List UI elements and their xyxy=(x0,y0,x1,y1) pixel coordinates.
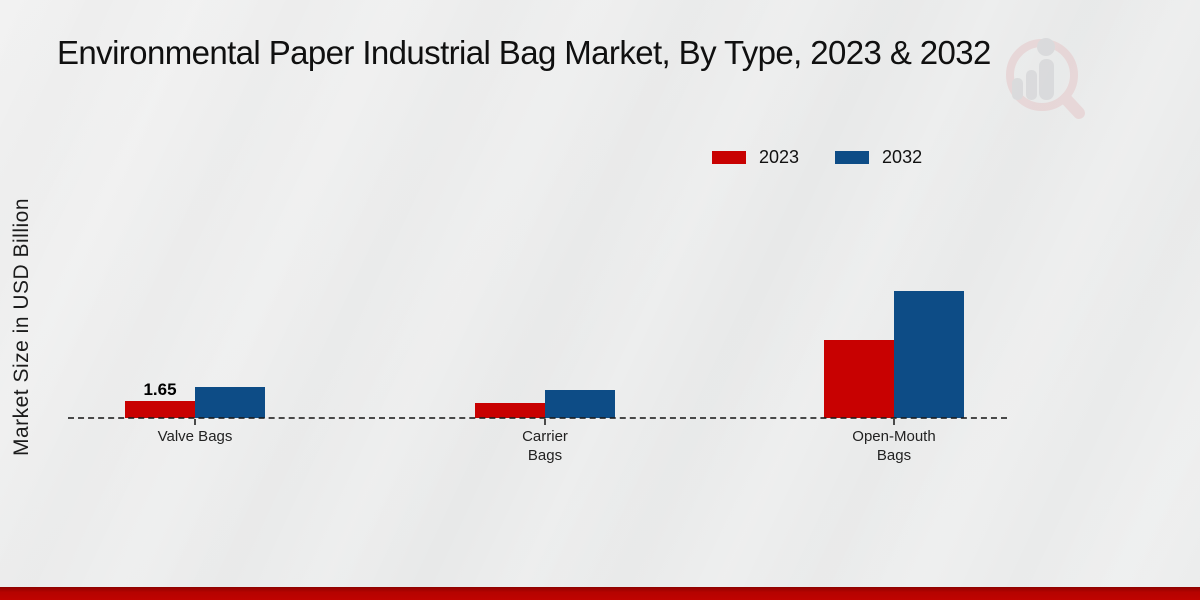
legend-swatch-2023 xyxy=(712,151,746,164)
bar-2032-open-mouth-bags xyxy=(894,291,964,418)
category-label-open-mouth-bags: Open-Mouth Bags xyxy=(784,427,1004,465)
category-label-line: Open-Mouth xyxy=(852,428,936,445)
x-axis-tick-carrier-bags xyxy=(544,419,546,425)
legend-swatch-2032 xyxy=(835,151,870,164)
bar-2023-carrier-bags xyxy=(475,403,545,418)
bar-2032-carrier-bags xyxy=(545,390,615,418)
category-label-valve-bags: Valve Bags xyxy=(85,427,305,446)
bar-value-label: 1.65 xyxy=(143,380,177,399)
legend-item-2023: 2023 xyxy=(712,147,799,168)
footer-red-stripe xyxy=(0,587,1200,600)
category-label-line: Bags xyxy=(876,447,912,464)
category-label-line: Bags xyxy=(527,447,563,464)
bar-2023-open-mouth-bags xyxy=(824,340,894,418)
category-label-carrier-bags: Carrier Bags xyxy=(435,427,655,465)
x-axis-tick-open-mouth-bags xyxy=(893,419,895,425)
bar-2032-valve-bags xyxy=(195,387,265,418)
legend-item-2032: 2032 xyxy=(835,147,922,168)
legend-label-2032: 2032 xyxy=(882,147,923,167)
category-label-line: Carrier xyxy=(522,428,568,445)
category-label-line: Valve Bags xyxy=(157,428,233,445)
bar-2023-valve-bags xyxy=(125,401,195,418)
page-title: Environmental Paper Industrial Bag Marke… xyxy=(57,34,991,71)
legend: 2023 2032 xyxy=(712,147,922,168)
magnifier-bar-chart-logo-icon xyxy=(1006,38,1085,119)
legend-label-2023: 2023 xyxy=(759,147,800,167)
x-axis-baseline xyxy=(68,417,1007,419)
x-axis-tick-valve-bags xyxy=(194,419,196,425)
